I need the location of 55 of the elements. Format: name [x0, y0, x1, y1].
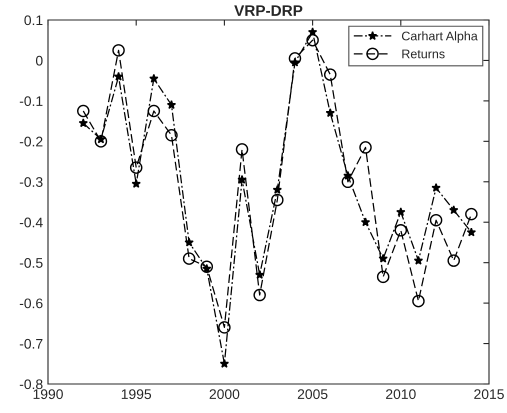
point — [430, 214, 442, 226]
y-tick-label: -0.2 — [20, 136, 42, 147]
point — [114, 72, 124, 81]
y-tick-label: -0.6 — [20, 298, 43, 308]
legend-label: Returns — [402, 50, 445, 58]
point — [324, 68, 336, 81]
point — [94, 135, 108, 148]
point — [396, 207, 406, 216]
point — [326, 108, 335, 118]
point — [149, 74, 158, 83]
y-tick-label: -0.7 — [20, 338, 42, 349]
x-tick-label: 2010 — [386, 389, 416, 400]
point — [342, 176, 354, 188]
point — [220, 358, 230, 368]
legend-label: Carhart Alpha — [402, 31, 478, 43]
point — [465, 208, 478, 220]
y-tick-label: 0 — [36, 56, 43, 66]
point — [271, 194, 284, 206]
point — [431, 182, 441, 192]
point — [236, 143, 248, 156]
point — [182, 252, 196, 265]
point — [165, 129, 178, 142]
point — [376, 270, 390, 284]
y-tick-label: 0.1 — [24, 15, 42, 26]
point — [449, 205, 458, 214]
point — [447, 254, 460, 267]
y-tick-label: -0.5 — [20, 258, 43, 268]
y-tick-label: -0.8 — [20, 379, 43, 390]
x-tick-label: 2005 — [298, 389, 328, 400]
x-tick-label: 1995 — [122, 389, 152, 400]
point — [218, 321, 231, 334]
x-tick-label: 2015 — [474, 389, 504, 400]
point — [112, 44, 125, 57]
point — [414, 256, 424, 265]
point — [130, 161, 142, 174]
point — [288, 52, 302, 65]
point — [132, 178, 141, 188]
point — [200, 260, 214, 273]
y-tick-label: -0.3 — [20, 177, 43, 187]
point — [166, 100, 176, 109]
point — [77, 104, 90, 118]
point — [466, 227, 476, 236]
point — [412, 294, 425, 308]
point — [394, 224, 408, 237]
point — [360, 217, 370, 226]
point — [306, 34, 319, 46]
y-tick-label: -0.1 — [20, 96, 42, 106]
chart-title: VRP-DRP — [234, 5, 302, 16]
point — [78, 118, 88, 128]
x-tick-label: 2000 — [210, 389, 240, 400]
y-tick-label: -0.4 — [20, 218, 43, 228]
point — [148, 104, 160, 118]
x-tick-label: 1990 — [34, 389, 63, 400]
point — [253, 288, 266, 302]
point — [359, 141, 372, 154]
